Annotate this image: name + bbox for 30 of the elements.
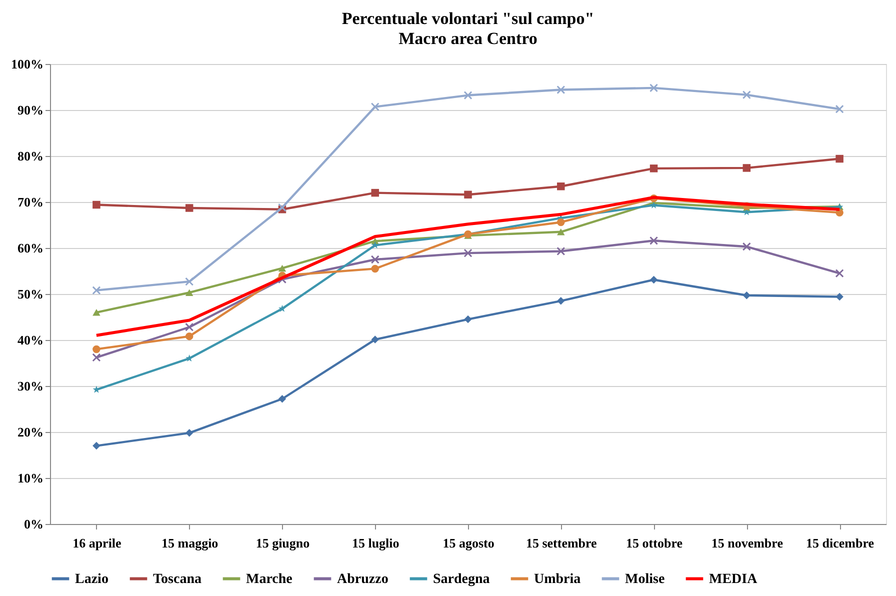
y-tick-label: 90% [18,102,44,118]
y-tick-label: 20% [18,424,44,440]
x-tick-label: 15 maggio [161,536,218,550]
x-tick-label: 15 ottobre [626,536,683,550]
y-tick-label: 0% [24,516,44,532]
legend-label: Lazio [75,572,108,587]
legend-label: Abruzzo [337,572,388,587]
legend-label: Marche [246,572,292,587]
legend-label: MEDIA [709,572,758,587]
y-tick-label: 40% [18,332,44,348]
legend-label: Sardegna [433,572,490,587]
y-tick-label: 70% [18,194,44,210]
y-tick-label: 10% [18,470,44,486]
x-tick-label: 16 aprile [72,536,122,550]
legend-label: Molise [625,572,665,587]
y-tick-label: 50% [18,286,44,302]
y-tick-label: 30% [18,378,44,394]
y-tick-label: 100% [11,56,44,72]
x-tick-label: 15 dicembre [806,536,874,550]
legend-label: Toscana [153,572,202,587]
x-tick-label: 15 giugno [256,536,310,550]
x-tick-label: 15 luglio [352,536,400,550]
x-tick-label: 15 novembre [711,536,784,550]
x-tick-label: 15 agosto [442,536,494,550]
chart-title: Percentuale volontari "sul campo" [342,9,594,28]
legend-label: Umbria [534,572,581,587]
chart-subtitle: Macro area Centro [398,29,538,48]
y-tick-label: 80% [18,148,44,164]
x-tick-label: 15 settembre [526,536,598,550]
y-tick-label: 60% [18,240,44,256]
